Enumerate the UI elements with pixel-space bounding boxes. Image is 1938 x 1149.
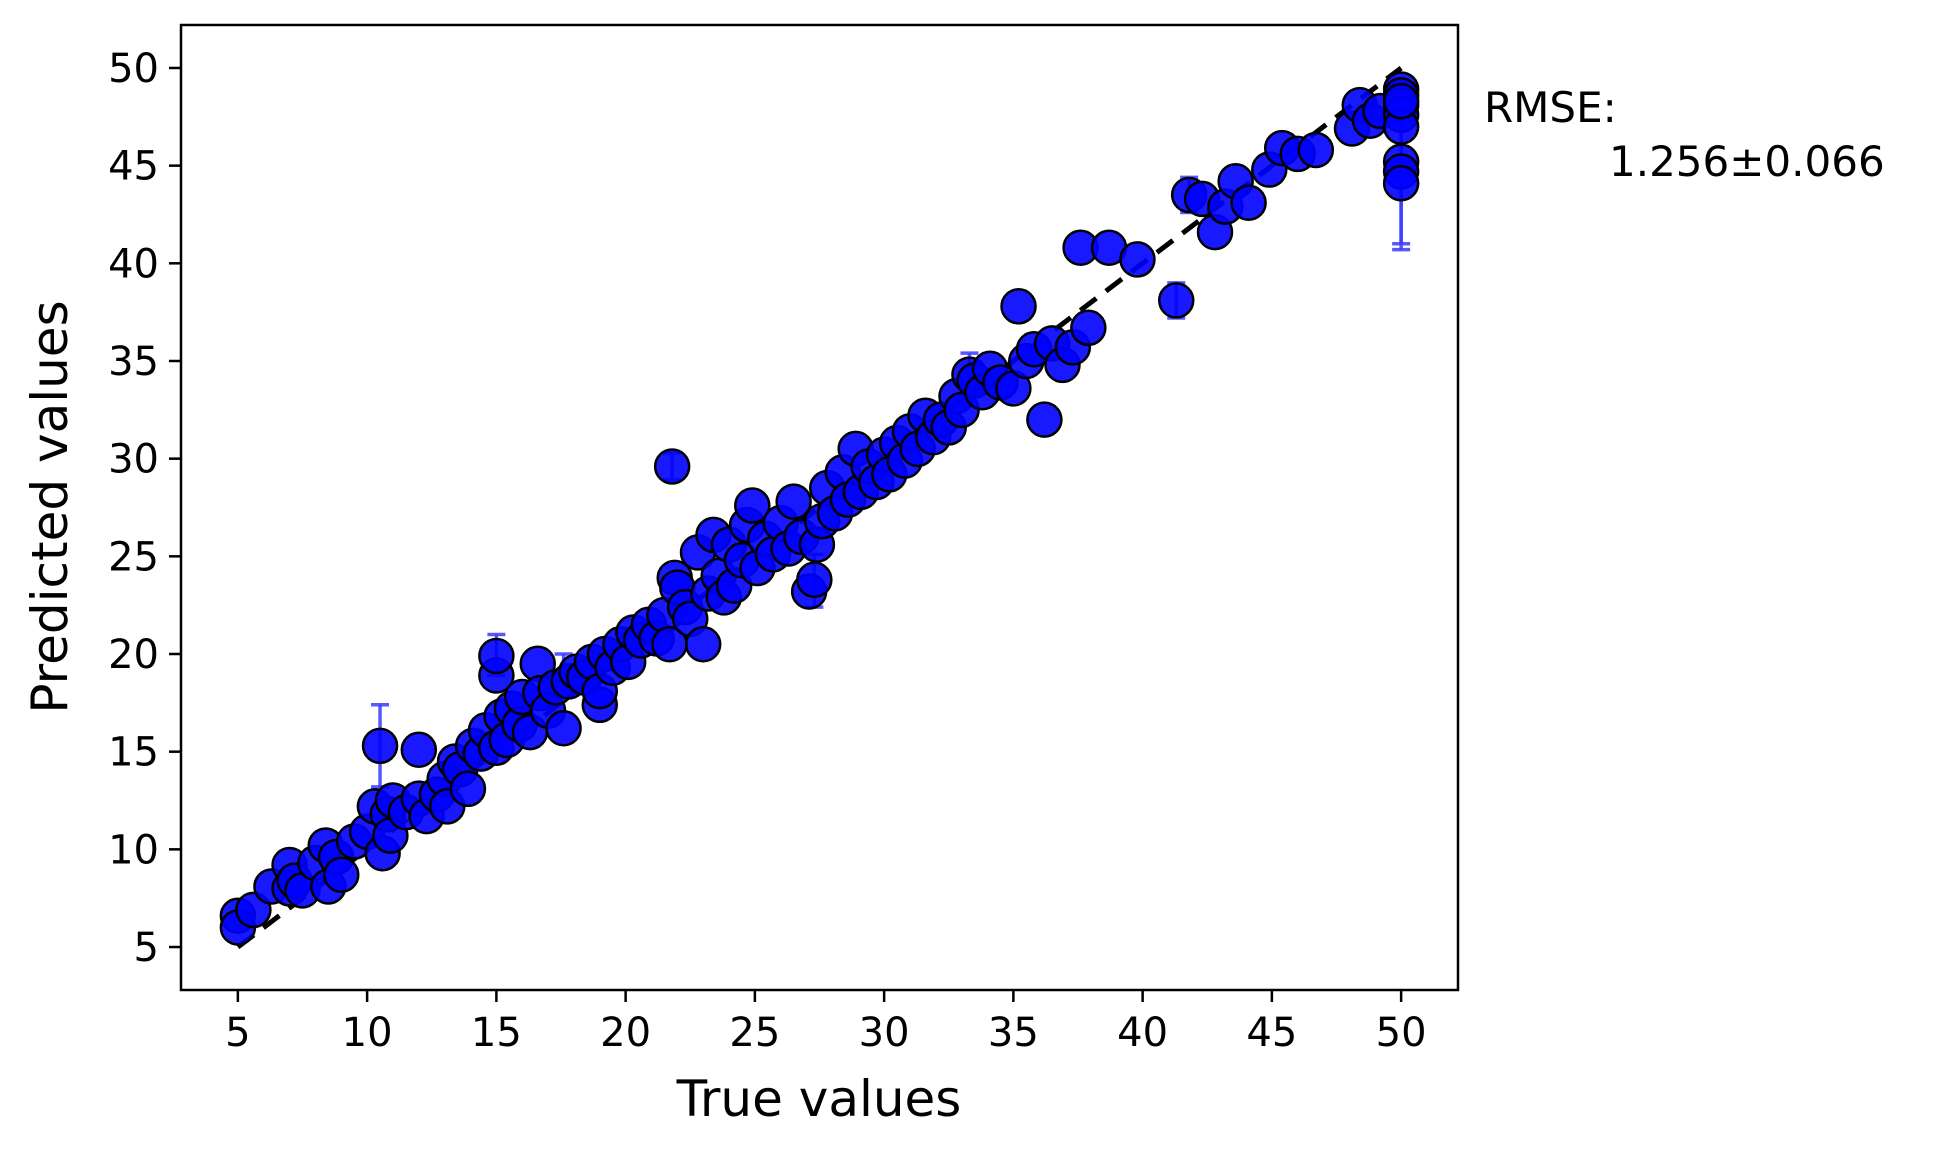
x-tick-label: 35 bbox=[988, 1010, 1039, 1056]
data-point bbox=[361, 727, 399, 765]
x-axis-label: True values bbox=[676, 1070, 962, 1128]
data-point bbox=[796, 561, 833, 599]
y-axis-ticks: 5 10 15 20 25 30 35 40 45 50 bbox=[108, 46, 181, 971]
data-point bbox=[1297, 131, 1335, 169]
x-tick-label: 30 bbox=[859, 1010, 910, 1056]
data-point bbox=[400, 731, 438, 768]
y-tick-label: 45 bbox=[108, 144, 159, 190]
x-tick-label: 40 bbox=[1117, 1010, 1168, 1056]
y-tick-label: 15 bbox=[108, 730, 159, 776]
x-tick-label: 25 bbox=[729, 1010, 780, 1056]
y-tick-label: 30 bbox=[108, 437, 159, 483]
data-point bbox=[684, 625, 722, 663]
data-point bbox=[775, 483, 812, 520]
y-tick-label: 40 bbox=[108, 241, 159, 287]
y-tick-label: 25 bbox=[108, 534, 159, 580]
y-tick-label: 50 bbox=[108, 46, 159, 92]
data-point bbox=[1230, 184, 1267, 222]
data-point bbox=[545, 709, 582, 747]
y-tick-label: 10 bbox=[108, 827, 159, 873]
data-point bbox=[1157, 282, 1195, 319]
x-tick-label: 45 bbox=[1246, 1010, 1297, 1056]
data-point bbox=[1000, 288, 1037, 325]
rmse-label: RMSE: bbox=[1484, 83, 1617, 132]
x-tick-label: 50 bbox=[1376, 1010, 1427, 1056]
point-layer bbox=[219, 71, 1420, 946]
rmse-value: 1.256±0.066 bbox=[1609, 137, 1885, 186]
data-point bbox=[478, 637, 515, 675]
data-point bbox=[1119, 241, 1156, 278]
data-point bbox=[653, 448, 691, 485]
y-tick-label: 20 bbox=[108, 632, 159, 678]
data-point bbox=[1382, 82, 1420, 120]
data-point bbox=[1026, 401, 1063, 438]
x-axis-ticks: 5 10 15 20 25 30 35 40 45 50 bbox=[225, 990, 1427, 1056]
plot-frame bbox=[179, 23, 1460, 992]
x-tick-label: 5 bbox=[225, 1010, 250, 1056]
data-point bbox=[449, 770, 487, 808]
y-tick-label: 35 bbox=[108, 339, 159, 385]
y-tick-label: 5 bbox=[134, 925, 159, 971]
x-tick-label: 15 bbox=[471, 1010, 522, 1056]
data-point bbox=[1070, 309, 1107, 347]
x-tick-label: 20 bbox=[600, 1010, 651, 1056]
data-point bbox=[734, 487, 771, 524]
y-axis-label: Predicted values bbox=[21, 300, 79, 713]
x-tick-label: 10 bbox=[342, 1010, 393, 1056]
data-point bbox=[323, 856, 360, 893]
data-point bbox=[1382, 164, 1420, 202]
